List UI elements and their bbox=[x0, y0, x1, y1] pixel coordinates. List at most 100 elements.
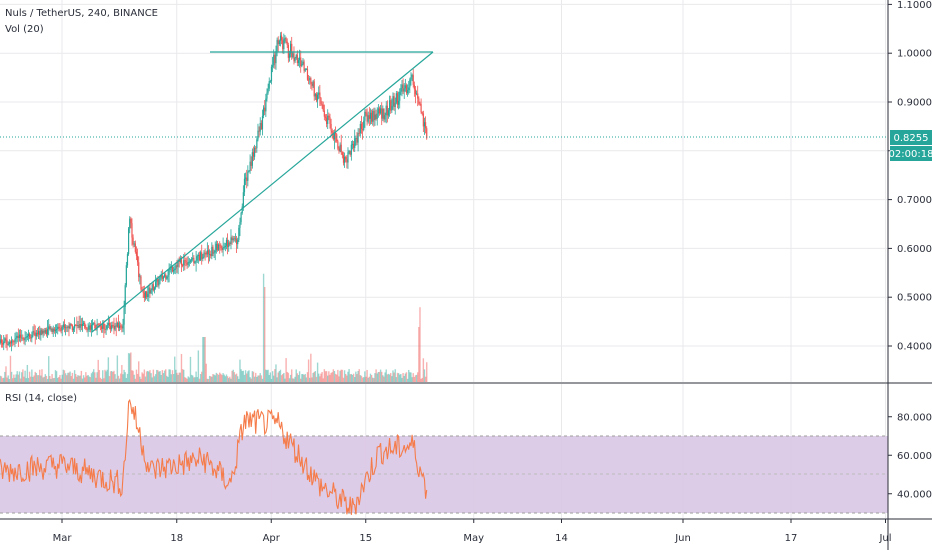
candle-body bbox=[18, 334, 21, 338]
candle-body bbox=[281, 35, 283, 41]
candle-body bbox=[359, 123, 361, 134]
volume-bar bbox=[384, 372, 386, 382]
candle-body bbox=[319, 92, 321, 99]
candle-body bbox=[35, 332, 37, 337]
candle-body bbox=[315, 93, 318, 101]
volume-bar bbox=[250, 378, 252, 382]
volume-bar bbox=[360, 375, 363, 382]
candle-body bbox=[291, 43, 293, 58]
candle-body bbox=[31, 334, 33, 339]
candle-body bbox=[382, 108, 384, 119]
volume-bar bbox=[112, 371, 114, 382]
volume-bar bbox=[292, 378, 294, 382]
candle-body bbox=[89, 325, 91, 330]
candle-body bbox=[417, 93, 419, 99]
volume-bar bbox=[148, 371, 150, 382]
candle-body bbox=[60, 330, 62, 331]
time-tick-label: Apr bbox=[263, 533, 281, 544]
volume-bar bbox=[32, 376, 34, 382]
volume-bar bbox=[294, 376, 296, 382]
candle-body bbox=[407, 90, 409, 93]
candle-body bbox=[241, 206, 243, 213]
volume-bar bbox=[107, 357, 110, 382]
volume-bar bbox=[127, 353, 130, 382]
candle-body bbox=[201, 252, 203, 259]
volume-bar bbox=[347, 371, 349, 382]
volume-bar bbox=[98, 369, 101, 382]
volume-bar bbox=[121, 365, 123, 382]
volume-bar bbox=[256, 376, 258, 382]
countdown-badge-value: 02:00:18 bbox=[889, 149, 932, 160]
volume-bar bbox=[113, 370, 115, 382]
candle-body bbox=[213, 252, 215, 254]
volume-bar bbox=[233, 372, 236, 382]
candle-body bbox=[198, 254, 201, 261]
volume-bar bbox=[280, 375, 283, 382]
candle-body bbox=[416, 93, 418, 95]
candle-body bbox=[176, 265, 178, 267]
candle-body bbox=[308, 79, 310, 81]
candle-body bbox=[206, 250, 208, 255]
candle-body bbox=[120, 325, 122, 327]
candle-body bbox=[148, 287, 150, 294]
candle-body bbox=[97, 324, 99, 325]
candle-body bbox=[128, 228, 130, 255]
candle-body bbox=[101, 326, 103, 329]
volume-bar bbox=[277, 372, 279, 382]
volume-bar bbox=[144, 376, 147, 382]
candle-body bbox=[265, 98, 267, 112]
volume-bar bbox=[264, 287, 266, 382]
candle-body bbox=[12, 340, 14, 342]
volume-bar bbox=[403, 375, 405, 382]
volume-bar bbox=[237, 376, 239, 382]
volume-bar bbox=[399, 374, 401, 382]
volume-bar bbox=[242, 370, 245, 382]
candle-body bbox=[412, 74, 414, 85]
volume-bar bbox=[311, 377, 313, 382]
volume-bar bbox=[234, 374, 237, 382]
volume-bar bbox=[232, 369, 234, 382]
candle-body bbox=[184, 260, 186, 262]
volume-bar bbox=[59, 375, 61, 382]
candle-body bbox=[191, 259, 193, 261]
volume-bar bbox=[284, 378, 286, 382]
volume-bar bbox=[297, 375, 300, 382]
volume-bar bbox=[23, 376, 25, 382]
candle-body bbox=[264, 107, 266, 112]
volume-bar bbox=[166, 375, 168, 382]
volume-bar bbox=[180, 353, 183, 382]
candle-body bbox=[77, 325, 79, 326]
candle-body bbox=[296, 54, 298, 64]
candle-body bbox=[85, 327, 87, 329]
candle-body bbox=[284, 38, 286, 39]
volume-bar bbox=[140, 378, 142, 382]
volume-bar bbox=[175, 369, 177, 382]
candle-body bbox=[140, 276, 142, 290]
volume-bar bbox=[52, 378, 54, 382]
candle-body bbox=[255, 147, 257, 149]
candle-body bbox=[126, 254, 129, 266]
candle-body bbox=[297, 60, 300, 64]
volume-bar bbox=[413, 376, 416, 382]
candle-body bbox=[197, 254, 199, 257]
volume-bar bbox=[386, 374, 389, 382]
candle-body bbox=[391, 105, 393, 111]
volume-bar bbox=[131, 370, 133, 382]
volume-bar bbox=[70, 376, 72, 382]
candle-body bbox=[357, 133, 359, 143]
volume-bar bbox=[228, 378, 230, 382]
volume-bar bbox=[24, 370, 26, 382]
volume-bar bbox=[255, 372, 257, 382]
volume-bar bbox=[17, 374, 20, 382]
volume-bar bbox=[275, 364, 277, 382]
price-tick-label: 0.6000 bbox=[897, 244, 932, 255]
volume-bar bbox=[366, 369, 368, 382]
volume-bar bbox=[68, 372, 70, 382]
candle-body bbox=[295, 54, 297, 58]
volume-bar bbox=[331, 372, 333, 382]
volume-bar bbox=[197, 350, 200, 382]
candle-body bbox=[381, 108, 383, 119]
candle-body bbox=[195, 260, 197, 262]
volume-bar bbox=[103, 378, 105, 382]
